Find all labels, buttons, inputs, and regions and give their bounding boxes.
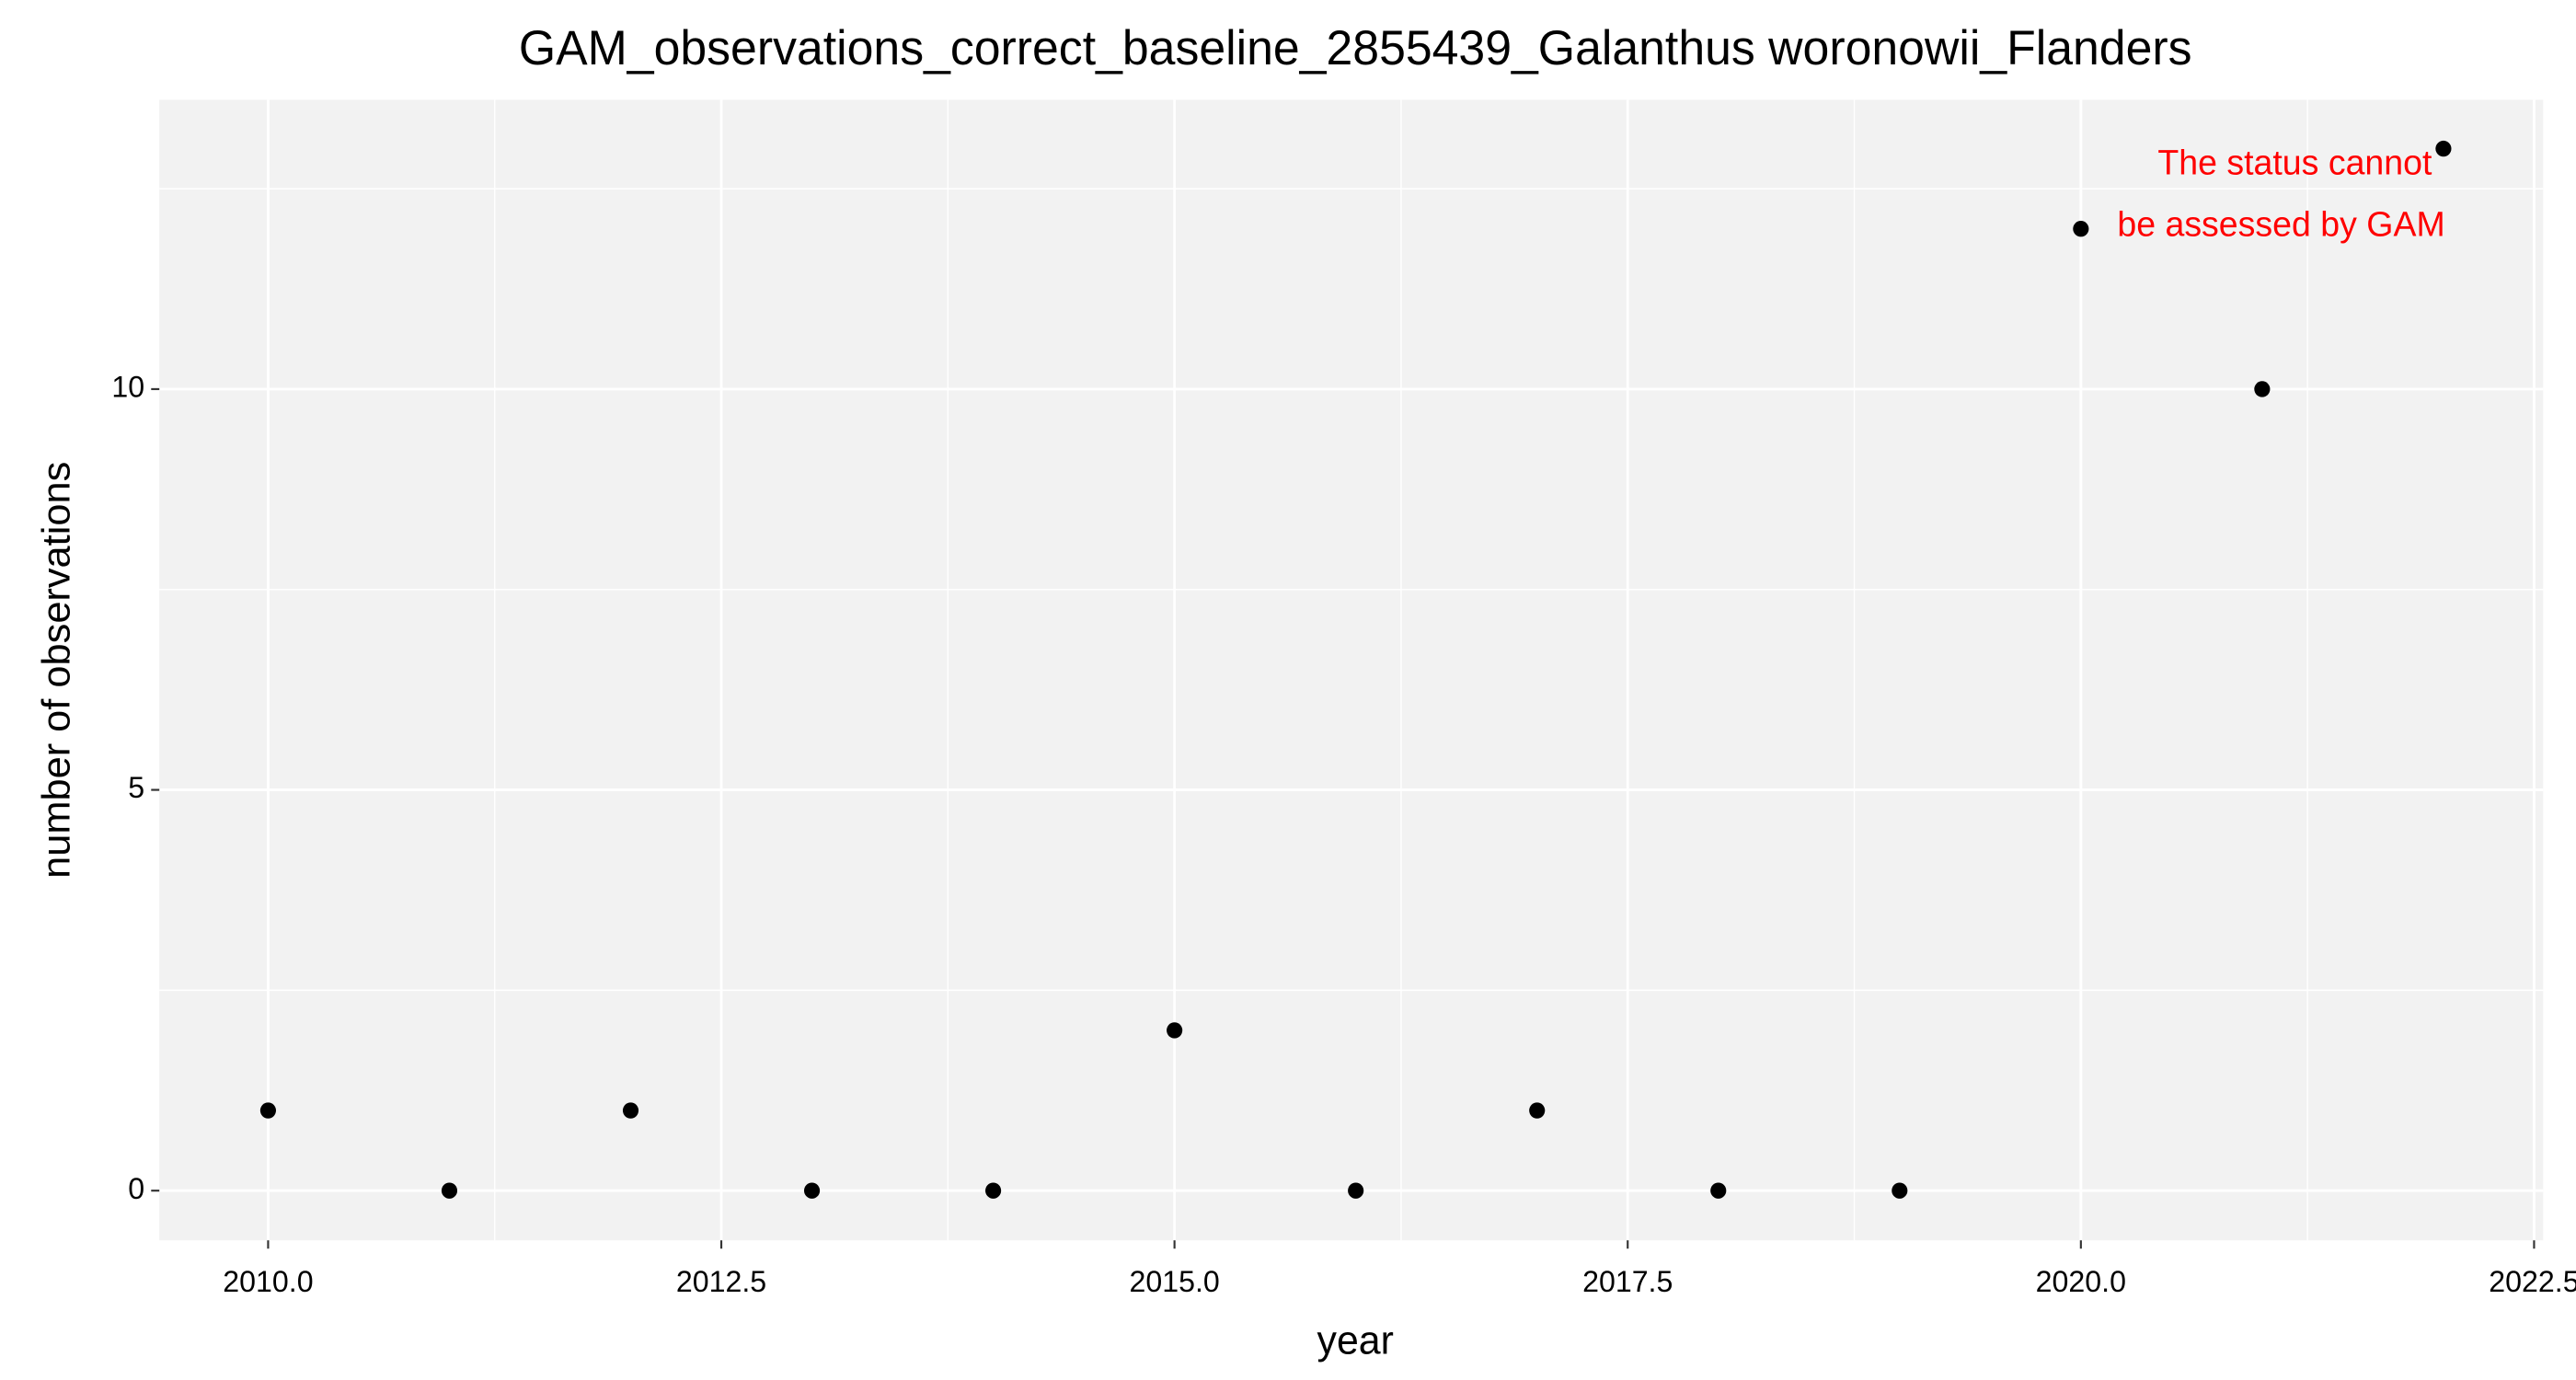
- annotation: be assessed by GAM: [2117, 204, 2444, 243]
- grid: [159, 99, 2544, 1241]
- chart-title: GAM_observations_correct_baseline_285543…: [519, 22, 2192, 75]
- y-tick-label: 10: [111, 370, 144, 403]
- point: [259, 1102, 277, 1119]
- y-tick-label: 0: [128, 1172, 144, 1205]
- x-axis-label: year: [1317, 1318, 1394, 1363]
- point: [441, 1182, 458, 1199]
- point: [622, 1102, 639, 1119]
- point: [2254, 381, 2271, 397]
- y-axis-label: number of observations: [35, 462, 79, 879]
- point: [1529, 1102, 1546, 1119]
- y-tick-label: 5: [128, 771, 144, 804]
- point: [2435, 140, 2452, 157]
- x-tick-label: 2022.5: [2489, 1265, 2576, 1298]
- x-tick-label: 2020.0: [2036, 1265, 2126, 1298]
- x-tick-label: 2010.0: [223, 1265, 313, 1298]
- annotation: The status cannot: [2157, 143, 2432, 181]
- point: [1710, 1182, 1727, 1199]
- point: [803, 1182, 821, 1199]
- point: [1892, 1182, 1908, 1199]
- point: [1348, 1182, 1364, 1199]
- point: [1167, 1022, 1183, 1039]
- plot-panel: [159, 99, 2544, 1241]
- marks: [259, 140, 2452, 1199]
- x-tick-label: 2017.5: [1582, 1265, 1673, 1298]
- point: [985, 1182, 1002, 1199]
- point: [2073, 221, 2089, 237]
- x-tick-label: 2012.5: [676, 1265, 766, 1298]
- x-tick-label: 2015.0: [1129, 1265, 1219, 1298]
